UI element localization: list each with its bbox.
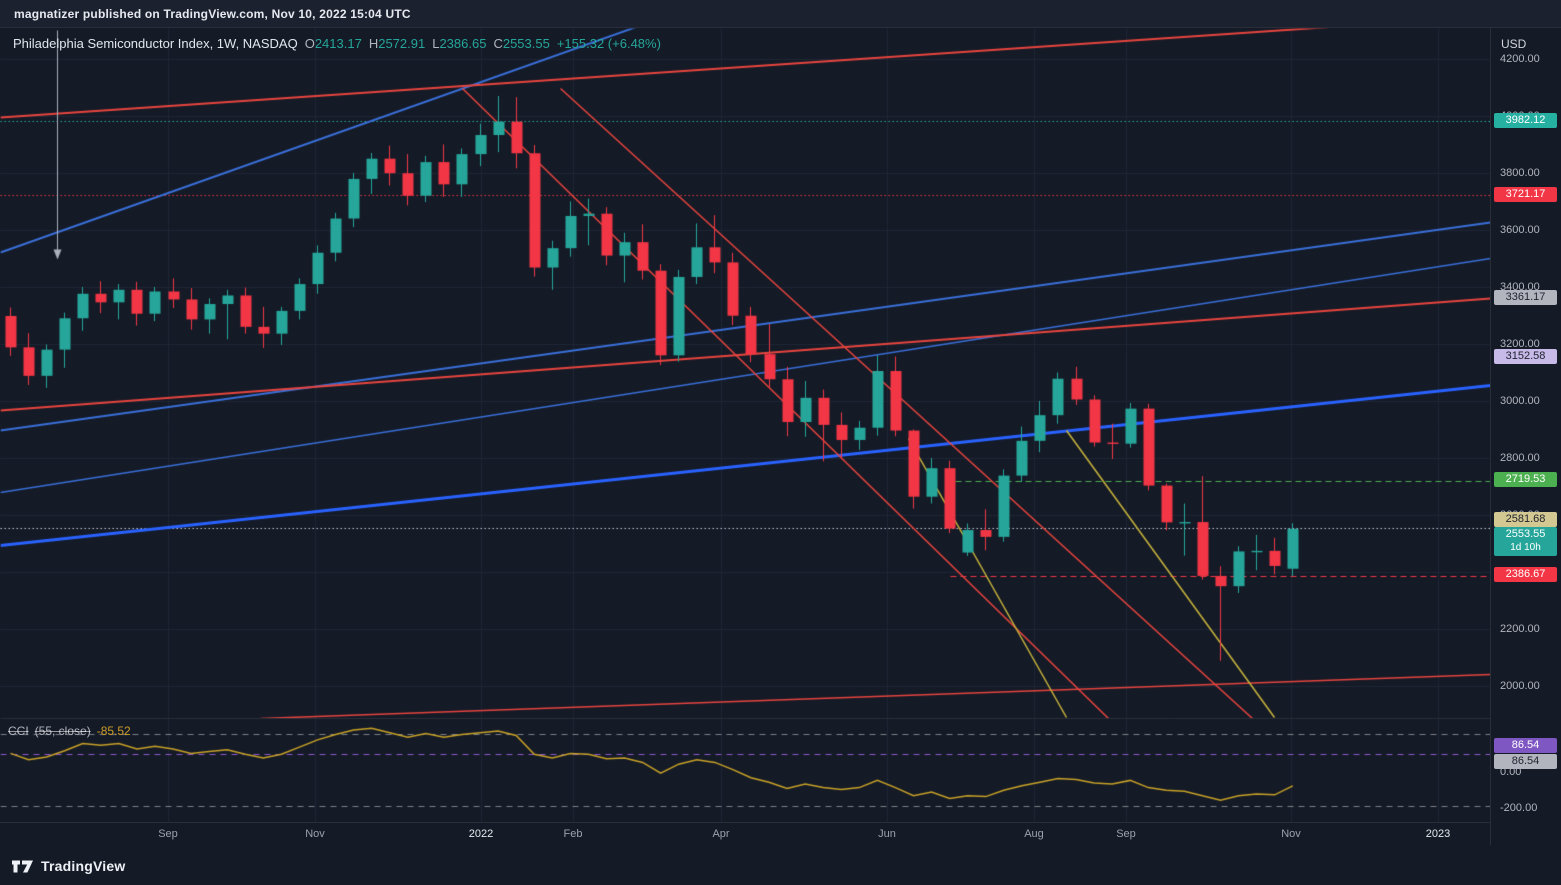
legend: Philadelphia Semiconductor Index, 1W, NA… bbox=[13, 36, 661, 51]
legend-ohlc-letter: L bbox=[432, 36, 440, 51]
legend-ohlc-letter: C bbox=[493, 36, 503, 51]
cci-params: (55, close) bbox=[34, 724, 91, 738]
price-badge-countdown: 1d 10h bbox=[1510, 542, 1541, 554]
price-tick: 2000.00 bbox=[1500, 680, 1540, 692]
price-badge-label: 2719.53 bbox=[1505, 473, 1546, 486]
price-tick: 2800.00 bbox=[1500, 452, 1540, 464]
cci-axis-label: 0.00 bbox=[1500, 766, 1522, 778]
legend-ohlc-value: 2413.17 bbox=[314, 36, 362, 51]
time-axis[interactable]: Sep Nov 2022 Feb Apr Jun Aug Sep Nov 2023 bbox=[0, 822, 1490, 846]
legend-ohlc-value: 2386.65 bbox=[439, 36, 487, 51]
tradingview-brand: TradingView bbox=[41, 858, 126, 874]
price-tick: 3200.00 bbox=[1500, 338, 1540, 350]
cci-axis-badge: 86.54 bbox=[1494, 754, 1557, 770]
legend-ohlc-value: 2572.91 bbox=[378, 36, 426, 51]
price-badge-label: 2581.68 bbox=[1505, 512, 1546, 525]
price-badge: 2386.67 bbox=[1494, 567, 1557, 583]
published-header: magnatizer published on TradingView.com,… bbox=[0, 0, 1561, 28]
price-badge-label: 3982.12 bbox=[1505, 113, 1546, 126]
legend-ohlc-item: O2413.17 bbox=[305, 36, 362, 51]
price-badge: 2581.68 bbox=[1494, 511, 1557, 527]
legend-ohlc-value: 2553.55 bbox=[502, 36, 550, 51]
price-badge-label: 3152.58 bbox=[1505, 350, 1546, 362]
time-axis-label: Sep bbox=[1116, 828, 1136, 840]
price-tick: 3600.00 bbox=[1500, 224, 1540, 236]
time-axis-label: Nov bbox=[1281, 828, 1301, 840]
legend-ohlc-item: C2553.55 bbox=[493, 36, 549, 51]
cci-axis-badge: 86.54 bbox=[1494, 738, 1557, 754]
price-badge: 3361.17 bbox=[1494, 289, 1557, 305]
time-axis-label: 2023 bbox=[1425, 828, 1451, 840]
price-tick: 2200.00 bbox=[1500, 623, 1540, 635]
price-tick: 3000.00 bbox=[1500, 395, 1540, 407]
time-axis-label: 2022 bbox=[468, 828, 494, 840]
legend-title: Philadelphia Semiconductor Index, 1W, NA… bbox=[13, 36, 298, 51]
price-badge: 3721.17 bbox=[1494, 186, 1557, 202]
price-axis-unit: USD bbox=[1501, 37, 1527, 51]
price-badge: 3982.12 bbox=[1494, 112, 1557, 128]
price-badge: 2719.53 bbox=[1494, 472, 1557, 488]
legend-ohlc-item: L2386.65 bbox=[432, 36, 486, 51]
legend-ohlc: O2413.17 H2572.91 L2386.65 C2553.55 bbox=[305, 36, 550, 51]
time-axis-label: Sep bbox=[158, 828, 178, 840]
cci-axis-label: -200.00 bbox=[1500, 802, 1538, 814]
time-axis-label: Nov bbox=[305, 828, 325, 840]
legend-ohlc-item: H2572.91 bbox=[369, 36, 425, 51]
price-badge-label: 2553.55 bbox=[1505, 528, 1546, 541]
tradingview-logo-icon bbox=[12, 859, 34, 874]
price-axis[interactable]: USD 4200.004000.003800.003600.003400.003… bbox=[1490, 28, 1561, 845]
cci-legend: CCI (55, close) -85.52 bbox=[8, 724, 131, 738]
tradingview-footer-link[interactable]: TradingView bbox=[12, 853, 125, 879]
price-badge-label: 3361.17 bbox=[1505, 290, 1546, 303]
cci-title: CCI bbox=[8, 724, 29, 738]
time-axis-label: Jun bbox=[878, 828, 896, 840]
time-axis-label: Apr bbox=[712, 828, 730, 840]
price-badge: 2553.55 1d 10h bbox=[1494, 527, 1557, 557]
time-axis-label: Feb bbox=[563, 828, 583, 840]
price-badge: 3152.58 bbox=[1494, 349, 1557, 364]
price-badge-label: 2386.67 bbox=[1505, 568, 1546, 581]
time-axis-label: Aug bbox=[1024, 828, 1044, 840]
legend-ohlc-letter: H bbox=[368, 36, 379, 51]
published-header-text: magnatizer published on TradingView.com,… bbox=[14, 6, 411, 21]
price-badge-label: 3721.17 bbox=[1505, 187, 1546, 200]
price-tick: 3800.00 bbox=[1500, 167, 1540, 179]
legend-ohlc-letter: O bbox=[304, 36, 315, 51]
price-tick: 4200.00 bbox=[1500, 53, 1540, 65]
legend-change: +155.32 (+6.48%) bbox=[556, 36, 661, 51]
cci-value: -85.52 bbox=[96, 724, 131, 738]
